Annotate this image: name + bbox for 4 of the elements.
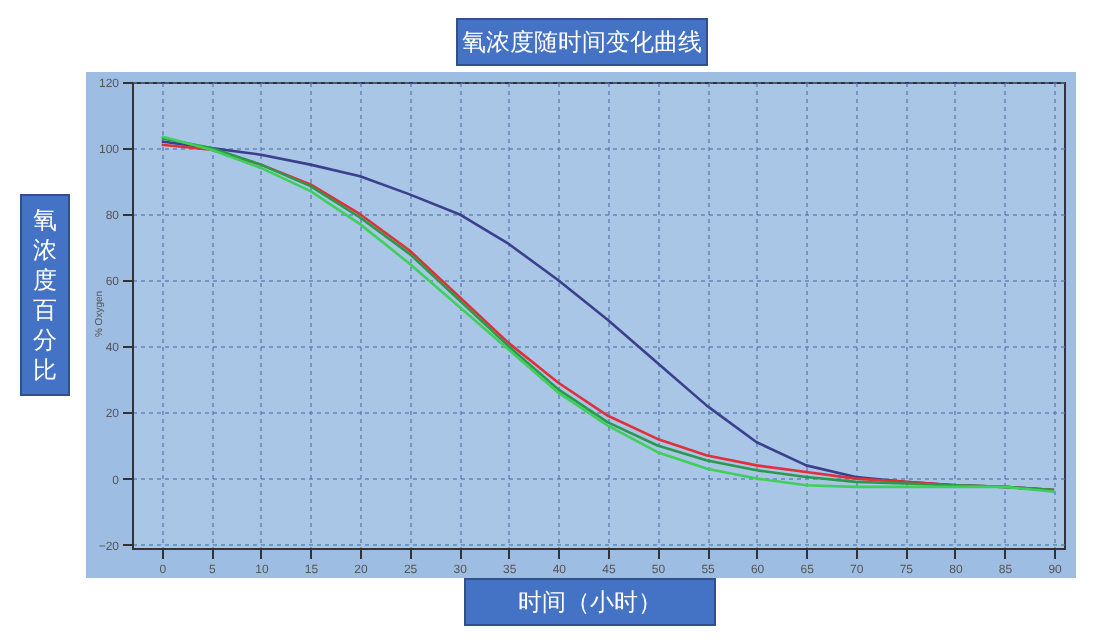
chart-title: 氧浓度随时间变化曲线 <box>456 18 708 66</box>
x-axis-title: 时间（小时） <box>464 578 716 626</box>
y-axis-title: 氧浓度百分比 <box>33 205 57 385</box>
label-box: 氧浓度百分比 <box>20 194 70 396</box>
